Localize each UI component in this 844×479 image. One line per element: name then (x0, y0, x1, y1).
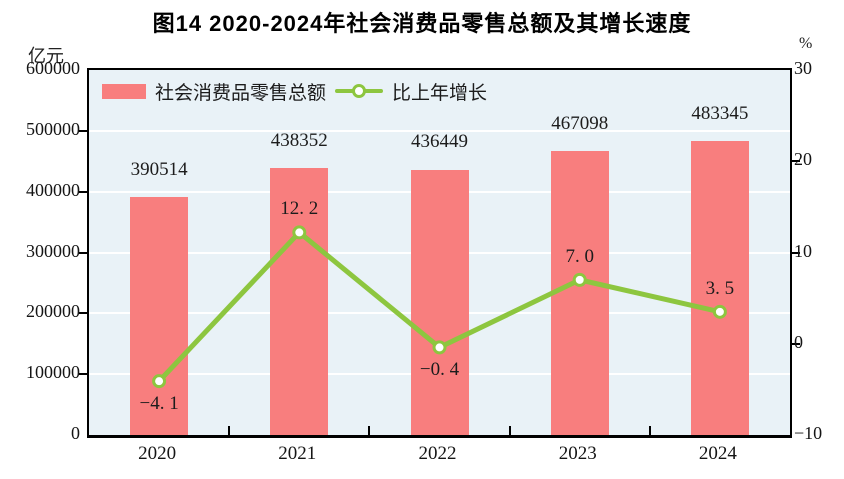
bar-value-label: 438352 (270, 130, 328, 152)
left-axis-tick-label: 100000 (26, 362, 80, 383)
line-value-label: 12. 2 (280, 198, 319, 220)
bar-value-label: 467098 (551, 112, 609, 134)
left-axis-tick (79, 312, 89, 315)
line-value-label: −4. 1 (139, 393, 179, 415)
x-axis-category-label: 2023 (558, 443, 597, 464)
x-axis-tick (648, 426, 651, 435)
bar (690, 140, 749, 435)
right-axis-tick-label: 30 (794, 58, 812, 78)
bar-series-swatch-icon (102, 83, 146, 99)
line-series-marker-icon (335, 83, 384, 99)
left-axis-tick (79, 190, 89, 193)
left-axis-unit: 亿元 (28, 46, 64, 66)
left-axis-tick-label: 600000 (26, 58, 80, 78)
bar (130, 197, 189, 435)
bar (410, 169, 469, 435)
line-value-label: 3. 5 (705, 277, 735, 299)
left-axis-tick-label: 200000 (26, 301, 80, 322)
x-axis-tick (228, 426, 231, 435)
right-axis-tick-label: 0 (794, 331, 803, 352)
legend: 社会消费品零售总额 比上年增长 (102, 80, 488, 104)
line-point-marker (432, 340, 447, 355)
line-point-marker (292, 225, 307, 240)
right-axis-tick (790, 342, 800, 345)
right-axis-tick-label: −10 (794, 423, 823, 443)
right-axis-tick-label: 10 (794, 240, 812, 261)
x-axis-tick (368, 426, 371, 435)
plot-area: 社会消费品零售总额 比上年增长 390514 438352 436449 467098… (79, 68, 800, 438)
line-value-label: 7. 0 (565, 245, 594, 267)
line-point-marker (712, 304, 727, 319)
left-axis-tick-label: 400000 (26, 179, 80, 200)
line-point-marker (152, 374, 167, 389)
x-axis-category-label: 2022 (418, 443, 457, 464)
bar-value-label: 390514 (130, 159, 188, 181)
legend-label-bar-series: 社会消费品零售总额 (155, 82, 327, 104)
left-axis-tick-label: 500000 (26, 118, 80, 139)
left-axis-tick (79, 373, 89, 376)
bar (270, 168, 329, 435)
right-axis-tick-label: 20 (794, 149, 812, 170)
left-axis-tick (79, 251, 89, 254)
right-axis-tick (790, 251, 800, 254)
line-value-label: −0. 4 (419, 359, 460, 381)
right-axis-unit: % (799, 35, 813, 52)
bar-value-label: 436449 (411, 131, 468, 153)
left-axis-tick-label: 0 (71, 423, 80, 443)
right-axis-tick (790, 160, 800, 163)
bar-value-label: 483345 (691, 102, 749, 124)
x-axis-tick (508, 426, 511, 435)
chart-title: 图14 2020-2024年社会消费品零售总额及其增长速度 (152, 11, 692, 36)
bar (550, 150, 609, 435)
legend-label-line-series: 比上年增长 (392, 82, 488, 104)
line-point-marker (572, 272, 587, 287)
growth-line-series (152, 225, 727, 389)
x-axis-category-label: 2020 (138, 443, 177, 464)
x-axis-category-label: 2021 (278, 443, 317, 464)
gridline (89, 129, 790, 132)
left-axis-tick-label: 300000 (26, 240, 80, 261)
x-axis-category-label: 2024 (698, 443, 737, 464)
left-axis-tick (79, 129, 89, 132)
